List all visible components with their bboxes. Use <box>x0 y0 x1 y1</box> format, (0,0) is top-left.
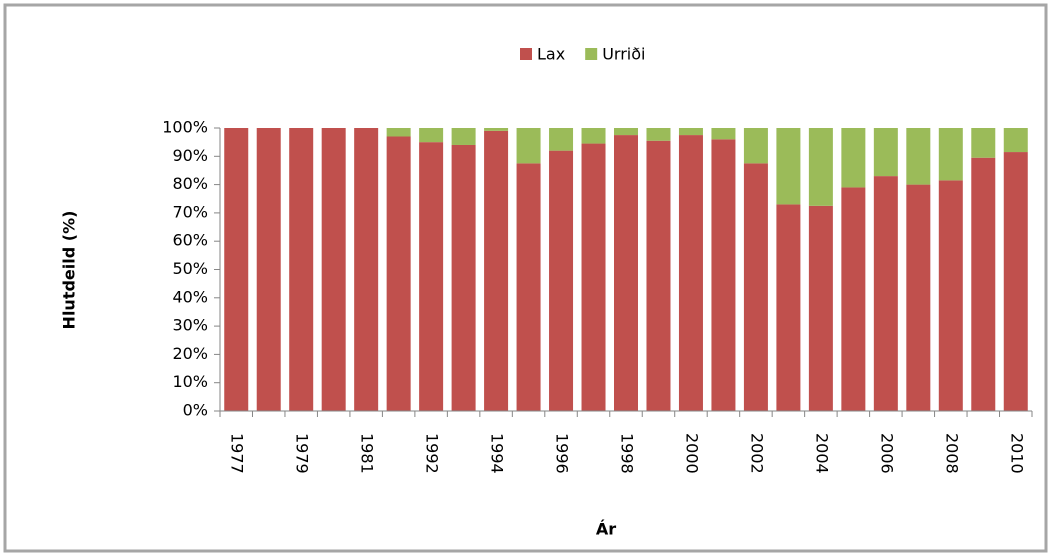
y-tick-label: 20% <box>172 344 208 363</box>
bar-segment <box>743 128 768 164</box>
bar-segment <box>289 128 314 411</box>
bar-segment <box>971 128 996 158</box>
bar-segment <box>256 128 281 411</box>
y-tick-label: 0% <box>183 401 208 420</box>
bar-segment <box>516 128 541 164</box>
x-tick-label: 2000 <box>682 433 701 474</box>
legend-label: Urriði <box>602 45 645 64</box>
bar-segment <box>581 143 606 411</box>
bar-segment <box>873 176 898 411</box>
x-tick-label: 1994 <box>488 433 507 474</box>
y-tick-label: 70% <box>172 202 208 221</box>
bar-segment <box>1003 128 1028 153</box>
x-tick-label: 2008 <box>942 433 961 474</box>
bar-segment <box>581 128 606 144</box>
x-tick-label: 2004 <box>812 433 831 474</box>
x-axis-label: Ár <box>596 520 616 539</box>
bar-segment <box>1003 152 1028 411</box>
bar-segment <box>451 144 476 412</box>
bar-segment <box>646 140 671 412</box>
bar-segment <box>808 205 833 411</box>
y-tick-label: 90% <box>172 146 208 165</box>
bar-segment <box>938 180 963 411</box>
x-tick-label: 1977 <box>228 433 247 474</box>
y-axis-label: Hlutdeild (%) <box>60 211 79 330</box>
bar-segment <box>386 136 411 412</box>
bar-segment <box>451 128 476 145</box>
y-tick-label: 10% <box>172 372 208 391</box>
x-tick-label: 1996 <box>553 433 572 474</box>
bar-segment <box>549 150 574 411</box>
y-tick-label: 30% <box>172 316 208 335</box>
bar-segment <box>321 128 346 411</box>
x-tick-label: 2002 <box>747 433 766 474</box>
x-tick-label: 1992 <box>423 433 442 474</box>
bar-segment <box>841 128 866 188</box>
bar-segment <box>419 142 444 411</box>
bar-segment <box>484 130 509 411</box>
legend-swatch <box>520 48 532 60</box>
x-tick-label: 2010 <box>1007 433 1026 474</box>
bar-segment <box>549 128 574 151</box>
bar-segment <box>711 139 736 411</box>
bar-segment <box>971 157 996 411</box>
legend-label: Lax <box>537 45 565 64</box>
x-tick-label: 1998 <box>618 433 637 474</box>
x-tick-label: 2006 <box>877 433 896 474</box>
bar-segment <box>484 128 509 131</box>
bar-segment <box>419 128 444 143</box>
bar-segment <box>776 204 801 411</box>
bar-segment <box>873 128 898 177</box>
y-tick-label: 60% <box>172 231 208 250</box>
bar-segment <box>841 187 866 411</box>
bar-segment <box>711 128 736 140</box>
bar-segment <box>516 163 541 411</box>
bar-segment <box>743 163 768 411</box>
legend-swatch <box>585 48 598 60</box>
x-tick-label: 1979 <box>293 433 312 474</box>
bar-segment <box>678 135 703 411</box>
bar-segment <box>906 184 931 411</box>
bar-segment <box>386 128 411 137</box>
bar-segment <box>808 128 833 206</box>
bar-segment <box>938 128 963 181</box>
bar-segment <box>646 128 671 141</box>
bar-segment <box>614 135 638 411</box>
y-tick-label: 50% <box>172 259 208 278</box>
bar-segment <box>224 128 249 411</box>
bar-segment <box>776 128 801 205</box>
y-tick-label: 80% <box>172 174 208 193</box>
bar-segment <box>906 128 931 185</box>
bar-segment <box>614 128 638 136</box>
x-tick-label: 1981 <box>358 433 377 474</box>
y-tick-label: 100% <box>162 118 208 137</box>
bar-segment <box>354 128 379 411</box>
bar-segment <box>678 128 703 136</box>
y-tick-label: 40% <box>172 287 208 306</box>
